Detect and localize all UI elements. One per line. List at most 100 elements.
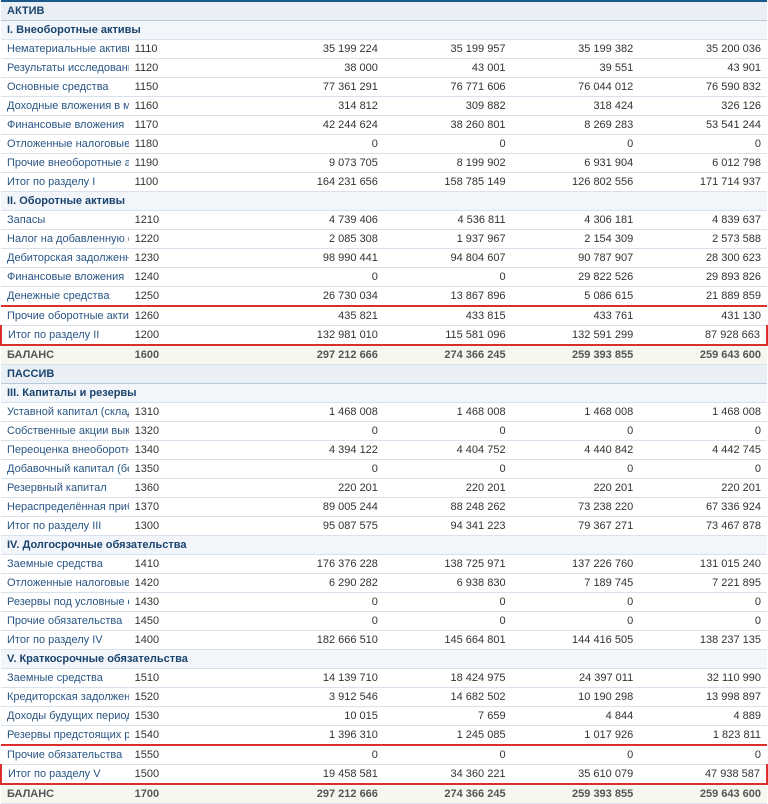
line-item-value: 34 360 221 [384,765,512,785]
table-row: IV. Долгосрочные обязательства [1,536,767,555]
line-item-value: 0 [512,135,640,154]
table-row: Нематериальные активы111035 199 22435 19… [1,40,767,59]
line-item-value: 220 201 [639,479,767,498]
line-item-value: 77 361 291 [256,78,384,97]
line-item-value: 0 [256,422,384,441]
line-item-value: 0 [256,593,384,612]
line-item-name: Прочие обязательства [1,612,129,631]
table-row: Результаты исследований и разработок1120… [1,59,767,78]
line-item-value: 0 [384,268,512,287]
line-item-code: 1230 [129,249,257,268]
line-item-value: 144 416 505 [512,631,640,650]
table-row: БАЛАНС1700297 212 666274 366 245259 393 … [1,784,767,804]
line-item-code: 1530 [129,707,257,726]
table-row: Резервы предстоящих расходов15401 396 31… [1,726,767,746]
line-item-value: 87 928 663 [639,326,767,346]
line-item-value: 95 087 575 [256,517,384,536]
line-item-name: Отложенные налоговые обязательства [1,574,129,593]
line-item-value: 35 200 036 [639,40,767,59]
line-item-value: 1 245 085 [384,726,512,746]
line-item-value: 435 821 [256,306,384,326]
line-item-value: 6 931 904 [512,154,640,173]
line-item-value: 220 201 [384,479,512,498]
line-item-value: 259 393 855 [512,784,640,804]
line-item-value: 158 785 149 [384,173,512,192]
line-item-value: 0 [639,135,767,154]
line-item-code: 1110 [129,40,257,59]
table-row: Нераспределённая прибыль (непокрытый убы… [1,498,767,517]
line-item-code: 1410 [129,555,257,574]
line-item-value: 220 201 [512,479,640,498]
line-item-value: 79 367 271 [512,517,640,536]
line-item-code: 1500 [129,765,257,785]
line-item-name: Налог на добавленную стоимость по приобр… [1,230,129,249]
line-item-value: 171 714 937 [639,173,767,192]
table-row: II. Оборотные активы [1,192,767,211]
table-row: Заемные средства151014 139 71018 424 975… [1,669,767,688]
line-item-value: 4 306 181 [512,211,640,230]
table-row: Денежные средства125026 730 03413 867 89… [1,287,767,307]
line-item-name: Результаты исследований и разработок [1,59,129,78]
line-item-code: 1210 [129,211,257,230]
line-item-name: БАЛАНС [1,784,129,804]
line-item-value: 43 001 [384,59,512,78]
line-item-value: 13 867 896 [384,287,512,307]
section-title: ПАССИВ [1,365,767,384]
line-item-name: Доходные вложения в материальные ценност… [1,97,129,116]
table-row: Итог по разделу II1200132 981 010115 581… [1,326,767,346]
line-item-value: 0 [256,268,384,287]
line-item-name: Итог по разделу II [1,326,129,346]
line-item-value: 76 044 012 [512,78,640,97]
line-item-code: 1170 [129,116,257,135]
line-item-value: 6 938 830 [384,574,512,593]
line-item-value: 138 725 971 [384,555,512,574]
table-row: III. Капиталы и резервы [1,384,767,403]
line-item-value: 29 893 826 [639,268,767,287]
line-item-value: 132 591 299 [512,326,640,346]
line-item-code: 1700 [129,784,257,804]
line-item-value: 1 468 008 [639,403,767,422]
line-item-name: Дебиторская задолженность [1,249,129,268]
line-item-value: 1 468 008 [384,403,512,422]
line-item-value: 4 404 752 [384,441,512,460]
line-item-code: 1600 [129,345,257,365]
line-item-value: 0 [384,135,512,154]
line-item-value: 0 [512,745,640,765]
line-item-value: 9 073 705 [256,154,384,173]
line-item-value: 0 [512,460,640,479]
table-row: Прочие оборотные активы1260435 821433 81… [1,306,767,326]
line-item-name: Отложенные налоговые активы [1,135,129,154]
line-item-value: 2 154 309 [512,230,640,249]
line-item-name: Кредиторская задолженность [1,688,129,707]
line-item-value: 29 822 526 [512,268,640,287]
line-item-value: 326 126 [639,97,767,116]
table-row: ПАССИВ [1,365,767,384]
line-item-code: 1360 [129,479,257,498]
line-item-value: 94 804 607 [384,249,512,268]
line-item-code: 1520 [129,688,257,707]
section-title: V. Краткосрочные обязательства [1,650,767,669]
table-row: Доходы будущих периодов153010 0157 6594 … [1,707,767,726]
line-item-name: Прочие внеоборотные активы [1,154,129,173]
table-row: Отложенные налоговые обязательства14206 … [1,574,767,593]
line-item-name: Резервы под условные обязательства [1,593,129,612]
table-row: Финансовые вложения117042 244 62438 260 … [1,116,767,135]
line-item-name: Итог по разделу V [1,765,129,785]
line-item-value: 1 937 967 [384,230,512,249]
line-item-value: 26 730 034 [256,287,384,307]
line-item-name: Собственные акции выкупленные у акционер… [1,422,129,441]
line-item-value: 131 015 240 [639,555,767,574]
line-item-value: 182 666 510 [256,631,384,650]
section-title: I. Внеоборотные активы [1,21,767,40]
line-item-value: 7 659 [384,707,512,726]
line-item-value: 7 189 745 [512,574,640,593]
line-item-value: 259 393 855 [512,345,640,365]
line-item-value: 3 912 546 [256,688,384,707]
line-item-value: 1 468 008 [256,403,384,422]
line-item-name: Добавочный капитал (без переоценки) [1,460,129,479]
line-item-code: 1550 [129,745,257,765]
line-item-name: БАЛАНС [1,345,129,365]
line-item-value: 4 394 122 [256,441,384,460]
line-item-value: 35 610 079 [512,765,640,785]
line-item-value: 297 212 666 [256,345,384,365]
